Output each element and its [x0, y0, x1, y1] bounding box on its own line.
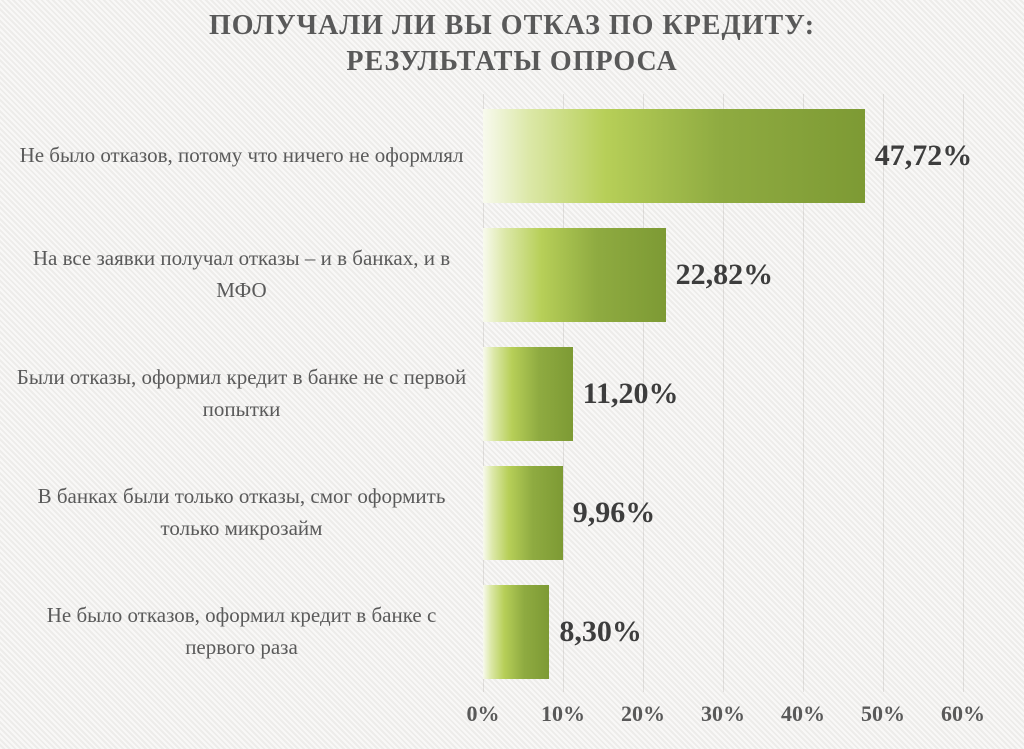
bar-row-1: Не было отказов, потому что ничего не оф…: [0, 96, 1024, 215]
category-label-5: Не было отказов, оформил кредит в банке …: [46, 603, 437, 659]
category-label-1: Не было отказов, потому что ничего не оф…: [19, 142, 464, 167]
chart-title: ПОЛУЧАЛИ ЛИ ВЫ ОТКАЗ ПО КРЕДИТУ: РЕЗУЛЬТА…: [0, 8, 1024, 80]
x-tick-60: 60%: [941, 701, 985, 726]
x-tick-50: 50%: [861, 701, 905, 726]
x-tick-30: 30%: [701, 701, 745, 726]
value-label-2: 22,82%: [675, 257, 774, 291]
value-label-5: 8,30%: [559, 614, 642, 648]
value-label-4: 9,96%: [572, 495, 656, 529]
plot-cell-5: 8,30%: [483, 572, 1024, 691]
category-label-3: Были отказы, оформил кредит в банке не с…: [16, 365, 467, 421]
bar-row-4: В банках были только отказы, смог оформи…: [0, 453, 1024, 572]
plot-cell-3: 11,20%: [483, 334, 1024, 453]
x-tick-0: 0%: [466, 701, 500, 726]
bar-row-2: На все заявки получал отказы – и в банка…: [0, 215, 1024, 334]
x-tick-20: 20%: [621, 701, 665, 726]
bar-1: [483, 108, 865, 203]
bar-4: [483, 465, 563, 560]
value-label-1: 47,72%: [874, 138, 973, 172]
bar-5: [483, 584, 550, 679]
bar-2: [483, 227, 666, 322]
bar-row-5: Не было отказов, оформил кредит в банке …: [0, 572, 1024, 691]
x-tick-10: 10%: [541, 701, 585, 726]
plot-cell-1: 47,72%: [483, 96, 1024, 215]
category-label-2: На все заявки получал отказы – и в банка…: [32, 246, 451, 302]
chart-title-line1: ПОЛУЧАЛИ ЛИ ВЫ ОТКАЗ ПО КРЕДИТУ:: [208, 10, 816, 41]
bar-3: [483, 346, 573, 441]
plot-cell-4: 9,96%: [483, 453, 1024, 572]
value-label-3: 11,20%: [582, 376, 679, 410]
chart-title-line2: РЕЗУЛЬТАТЫ ОПРОСА: [346, 45, 678, 77]
x-tick-40: 40%: [781, 701, 825, 726]
category-label-4: В банках были только отказы, смог оформи…: [37, 484, 446, 540]
bar-rows: Не было отказов, потому что ничего не оф…: [0, 96, 1024, 691]
plot-cell-2: 22,82%: [483, 215, 1024, 334]
bar-row-3: Были отказы, оформил кредит в банке не с…: [0, 334, 1024, 453]
x-axis: 0% 10% 20% 30% 40% 50% 60%: [467, 701, 986, 733]
